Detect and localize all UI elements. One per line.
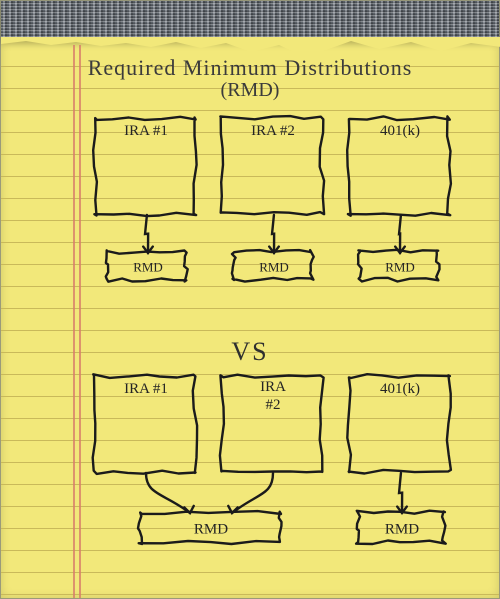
- svg-text:IRA: IRA: [260, 379, 286, 395]
- arrow: [395, 215, 405, 253]
- account-box: IRA #2: [220, 116, 324, 215]
- svg-text:401(k): 401(k): [380, 381, 420, 397]
- rmd-box: RMD: [358, 250, 440, 282]
- arrow: [146, 473, 194, 513]
- rmd-box: RMD: [356, 511, 446, 544]
- svg-text:RMD: RMD: [385, 260, 415, 275]
- account-box: 401(k): [347, 374, 451, 473]
- rmd-box: RMD: [232, 250, 314, 282]
- account-box: 401(k): [347, 116, 451, 215]
- arrow: [143, 215, 153, 253]
- svg-text:IRA #2: IRA #2: [251, 123, 295, 139]
- svg-text:IRA #1: IRA #1: [124, 123, 168, 139]
- svg-text:IRA #1: IRA #1: [124, 381, 168, 397]
- arrow: [397, 473, 407, 513]
- diagram: IRA #1 IRA #2 401(k) RMD RMD RMD IRA #1 IRA #2 40…: [1, 45, 500, 599]
- content-area: Required Minimum Distributions (RMD) VS …: [1, 45, 499, 598]
- svg-text:RMD: RMD: [385, 521, 419, 537]
- svg-text:RMD: RMD: [194, 521, 228, 537]
- legal-pad: Required Minimum Distributions (RMD) VS …: [0, 0, 500, 599]
- binding-strip: [1, 1, 499, 40]
- arrow: [269, 215, 279, 253]
- svg-text:RMD: RMD: [133, 260, 163, 275]
- svg-text:#2: #2: [266, 397, 281, 413]
- account-box: IRA #1: [93, 374, 197, 474]
- svg-text:401(k): 401(k): [380, 123, 420, 139]
- rmd-box: RMD: [106, 250, 188, 281]
- account-box: IRA #1: [93, 117, 196, 216]
- svg-text:RMD: RMD: [259, 260, 289, 275]
- arrow: [228, 473, 273, 513]
- account-box: IRA #2: [220, 375, 324, 473]
- rmd-box: RMD: [138, 511, 282, 544]
